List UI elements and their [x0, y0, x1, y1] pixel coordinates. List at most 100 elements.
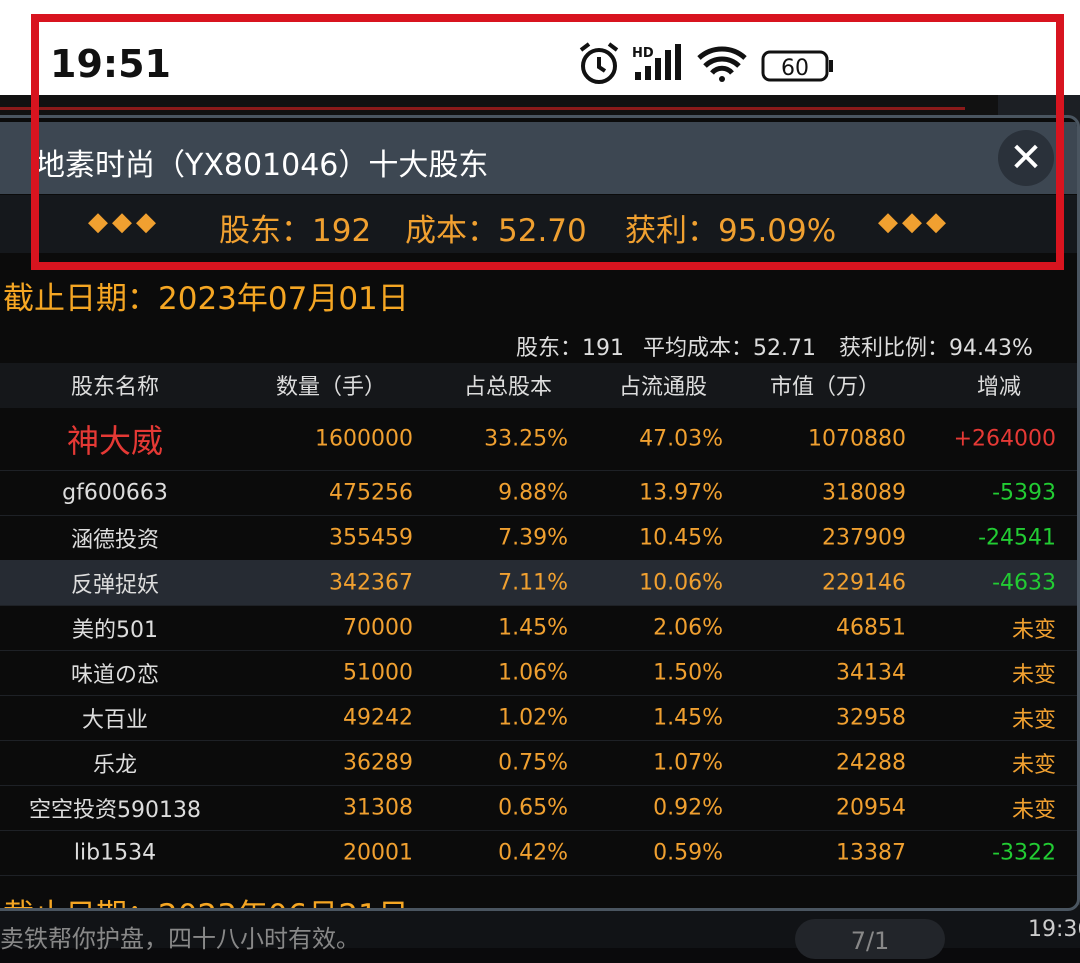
holder-name: 大百业: [81, 707, 149, 733]
stat: 平均成本：52.71: [643, 336, 816, 361]
close-button[interactable]: ✕: [998, 130, 1054, 186]
cell: 0.92%: [653, 795, 723, 820]
summary-bar: ◆◆◆ 股东：192 成本：52.70 获利：95.09% ◆◆◆: [0, 195, 1077, 253]
holder-name: 涵德投资: [70, 527, 160, 553]
summary: 获利：95.09%: [625, 213, 837, 249]
bottom-bar: 卖铁帮你护盘，四十八小时有效。 7/1 19:36: [0, 905, 1080, 959]
clock: 19:51: [50, 42, 171, 86]
cell: 未变: [1011, 617, 1056, 643]
table-row: 神大威 1600000 33.25% 47.03% 1070880 +264000: [0, 408, 1077, 471]
cell: 9.88%: [498, 480, 568, 505]
header-row: 股东名称 数量（手） 占总股本 占流通股 市值（万） 增减: [0, 363, 1077, 408]
cell: -4633: [992, 570, 1056, 595]
cell: 2.06%: [653, 615, 723, 640]
cell: 13387: [836, 840, 906, 865]
cell: 1.06%: [498, 660, 568, 685]
stat: 获利比例：94.43%: [839, 336, 1033, 361]
cell: 36289: [343, 750, 413, 775]
cell: 1.45%: [653, 705, 723, 730]
status-icons: HD 60: [579, 42, 833, 84]
holder-name: 神大威: [66, 422, 164, 460]
title-bar: 地素时尚（YX801046）十大股东 ✕: [0, 122, 1077, 194]
column-header: 占流通股: [618, 375, 708, 400]
table-row: 味道の恋 51000 1.06% 1.50% 34134 未变: [0, 650, 1077, 696]
cell: 1070880: [808, 426, 906, 452]
table-row: 反弹捉妖 342367 7.11% 10.06% 229146 -4633: [0, 560, 1077, 606]
page-indicator[interactable]: 7/1: [795, 919, 945, 959]
as-of-date: 截止日期：2023年07月01日: [3, 281, 409, 317]
cell: 未变: [1011, 797, 1056, 823]
cell: -24541: [978, 525, 1056, 550]
holder-name: lib1534: [73, 840, 157, 865]
highlight-box: [31, 14, 1064, 270]
table-row: 乐龙 36289 0.75% 1.07% 24288 未变: [0, 740, 1077, 786]
cell: 24288: [836, 750, 906, 775]
cell: 0.65%: [498, 795, 568, 820]
cell: 未变: [1011, 707, 1056, 733]
cell: 229146: [822, 570, 906, 595]
message: 卖铁帮你护盘，四十八小时有效。: [0, 925, 360, 953]
cell: 51000: [343, 660, 413, 685]
battery-level: 60: [781, 56, 809, 81]
column-header: 占总股本: [463, 375, 553, 400]
summary: 成本：52.70: [405, 213, 587, 249]
table-row: 空空投资590138 31308 0.65% 0.92% 20954 未变: [0, 785, 1077, 831]
cell: 342367: [329, 570, 413, 595]
cell: 1.02%: [498, 705, 568, 730]
cell: 34134: [836, 660, 906, 685]
column-header: 数量（手）: [275, 375, 387, 400]
holder-name: 美的501: [72, 617, 158, 643]
dialog-title: 地素时尚（YX801046）十大股东: [35, 148, 489, 183]
cell: 20001: [343, 840, 413, 865]
cell: 7.11%: [498, 570, 568, 595]
cell: 10.06%: [639, 570, 723, 595]
holder-name: 空空投资590138: [29, 797, 201, 823]
cell: 49242: [343, 705, 413, 730]
next-date: 截止日期：2023年06月21日: [3, 890, 409, 908]
cell: 47.03%: [639, 426, 723, 452]
table-row: gf600663 475256 9.88% 13.97% 318089 -5393: [0, 470, 1077, 516]
holder-name: gf600663: [62, 480, 168, 505]
holder-name: 乐龙: [92, 752, 138, 778]
cell: 318089: [822, 480, 906, 505]
cell: 46851: [836, 615, 906, 640]
cell: 237909: [822, 525, 906, 550]
cell: 13.97%: [639, 480, 723, 505]
cell: 10.45%: [639, 525, 723, 550]
cell: +264000: [953, 426, 1056, 452]
cell: 31308: [343, 795, 413, 820]
column-header: 增减: [976, 375, 1022, 400]
cell: 1600000: [315, 426, 413, 452]
cell: 0.42%: [498, 840, 568, 865]
network-type: HD: [632, 46, 654, 61]
cell: 1.07%: [653, 750, 723, 775]
cell: 0.75%: [498, 750, 568, 775]
table-row: 美的501 70000 1.45% 2.06% 46851 未变: [0, 605, 1077, 651]
holder-name: 味道の恋: [70, 662, 160, 688]
column-header: 股东名称: [70, 375, 160, 400]
cell: 0.59%: [653, 840, 723, 865]
shareholder-dialog: 地素时尚（YX801046）十大股东 ✕ ◆◆◆ 股东：192 成本：52.70…: [0, 115, 1080, 911]
cell: 20954: [836, 795, 906, 820]
cell: 未变: [1011, 752, 1056, 778]
cell: 32958: [836, 705, 906, 730]
cell: 未变: [1011, 662, 1056, 688]
time: 19:36: [1028, 917, 1080, 942]
cell: 1.45%: [498, 615, 568, 640]
column-header: 市值（万）: [769, 375, 881, 400]
summary: 股东：192: [219, 213, 372, 249]
cell: 1.50%: [653, 660, 723, 685]
cell: 70000: [343, 615, 413, 640]
cell: 355459: [329, 525, 413, 550]
table-row: 涵德投资 355459 7.39% 10.45% 237909 -24541: [0, 515, 1077, 561]
red-line: [0, 107, 965, 110]
cell: 33.25%: [484, 426, 568, 452]
table-row: 大百业 49242 1.02% 1.45% 32958 未变: [0, 695, 1077, 741]
shareholder-table: 股东名称 数量（手） 占总股本 占流通股 市值（万） 增减神大威 1600000 33.25%…: [0, 363, 1077, 883]
cell: -3322: [992, 840, 1056, 865]
table-row: lib1534 20001 0.42% 0.59% 13387 -3322: [0, 830, 1077, 876]
cell: 475256: [329, 480, 413, 505]
holder-name: 反弹捉妖: [70, 572, 160, 598]
cell: -5393: [992, 480, 1056, 505]
